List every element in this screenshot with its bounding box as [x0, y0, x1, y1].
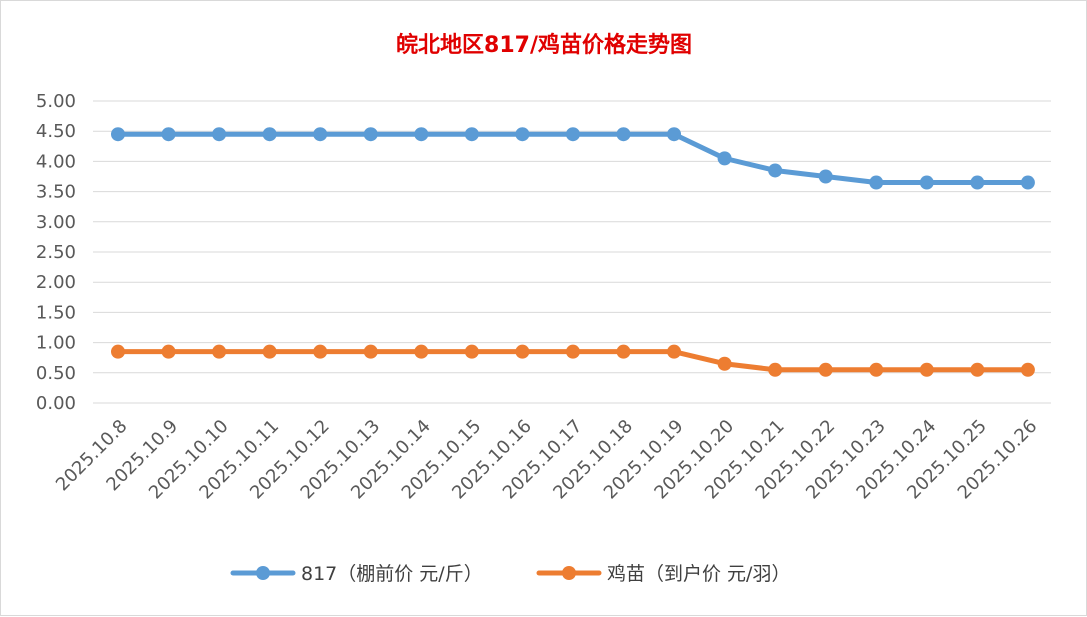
- data-point: [616, 127, 631, 142]
- data-point: [111, 127, 125, 142]
- legend-marker-icon: [256, 566, 270, 580]
- y-tick-label: 0.00: [36, 393, 76, 414]
- data-point: [464, 344, 479, 359]
- data-point: [919, 175, 934, 190]
- legend-item: 鸡苗（到户价 元/羽）: [536, 563, 790, 585]
- data-point: [313, 344, 328, 359]
- data-point: [717, 151, 732, 166]
- y-tick-label: 3.50: [36, 182, 76, 203]
- data-point: [919, 362, 934, 377]
- data-point: [212, 127, 227, 142]
- x-axis-ticks: 2025.10.82025.10.92025.10.102025.10.1120…: [52, 416, 1042, 504]
- chart-title: 皖北地区817/鸡苗价格走势图: [396, 32, 692, 58]
- data-point: [970, 362, 985, 377]
- y-tick-label: 4.00: [36, 151, 76, 172]
- legend-label: 817（棚前价 元/斤）: [301, 563, 483, 585]
- data-point: [414, 127, 429, 142]
- y-tick-label: 1.00: [36, 333, 76, 354]
- data-point: [212, 344, 227, 359]
- data-point: [464, 127, 479, 142]
- data-point: [1020, 362, 1035, 377]
- data-point: [111, 344, 125, 359]
- y-axis-ticks: 5.00 4.50 4.00 3.50 3.00 2.50 2.00 1.50 1.00 0.50…: [36, 91, 76, 414]
- data-point: [818, 362, 833, 377]
- data-point: [616, 344, 631, 359]
- data-point: [768, 163, 783, 178]
- legend: 817（棚前价 元/斤） 鸡苗（到户价 元/羽）: [230, 563, 790, 585]
- data-point: [515, 127, 530, 142]
- data-point: [1020, 175, 1035, 190]
- y-tick-label: 0.50: [36, 363, 76, 384]
- data-point: [717, 356, 732, 371]
- data-point: [667, 344, 682, 359]
- y-tick-label: 2.00: [36, 272, 76, 293]
- y-tick-label: 4.50: [36, 121, 76, 142]
- data-point: [262, 344, 277, 359]
- data-point: [515, 344, 530, 359]
- data-point: [161, 344, 176, 359]
- data-point: [414, 344, 429, 359]
- data-point: [161, 127, 176, 142]
- data-point: [313, 127, 328, 142]
- y-tick-label: 5.00: [36, 91, 76, 112]
- data-point: [970, 175, 985, 190]
- data-point: [869, 175, 884, 190]
- data-point: [565, 344, 580, 359]
- series-line: [115, 131, 1031, 186]
- gridlines: [93, 100, 1051, 404]
- data-point: [818, 169, 833, 184]
- series-1: [111, 127, 1035, 190]
- data-point: [565, 127, 580, 142]
- legend-item: 817（棚前价 元/斤）: [230, 563, 483, 585]
- data-point: [667, 127, 682, 142]
- data-point: [768, 362, 783, 377]
- data-point: [869, 362, 884, 377]
- data-point: [363, 127, 378, 142]
- series-lines: [111, 127, 1035, 377]
- y-tick-label: 2.50: [36, 242, 76, 263]
- data-point: [262, 127, 277, 142]
- series-2: [111, 344, 1035, 377]
- y-tick-label: 1.50: [36, 302, 76, 323]
- legend-marker-icon: [562, 566, 576, 580]
- data-point: [363, 344, 378, 359]
- y-tick-label: 3.00: [36, 212, 76, 233]
- legend-label: 鸡苗（到户价 元/羽）: [607, 563, 790, 585]
